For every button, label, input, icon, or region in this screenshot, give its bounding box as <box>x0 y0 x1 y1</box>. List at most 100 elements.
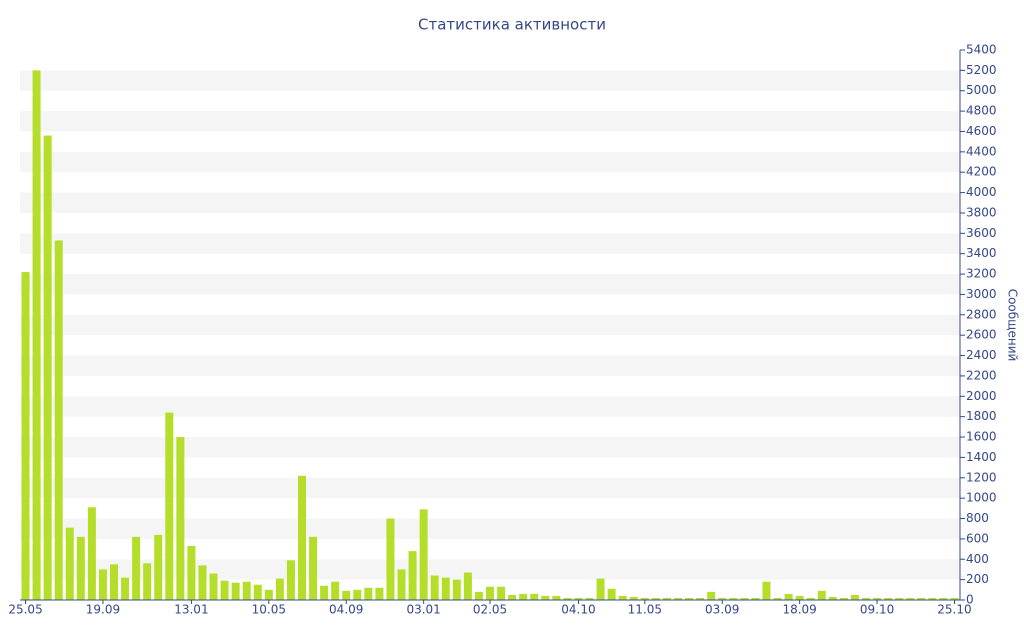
chart-title: Статистика активности <box>418 16 606 34</box>
bar <box>552 595 561 600</box>
bar <box>98 569 107 600</box>
bar <box>497 586 506 600</box>
bar <box>353 589 362 600</box>
bar <box>629 596 638 600</box>
x-tick-label: 03.09 <box>705 603 739 617</box>
bar <box>850 594 859 600</box>
y-tick-label: 1600 <box>966 430 997 444</box>
bar <box>342 590 351 600</box>
bar <box>364 587 373 600</box>
y-tick-label: 2200 <box>966 368 997 382</box>
x-tick-label: 25.10 <box>937 603 971 617</box>
bar <box>895 597 904 600</box>
y-tick-label: 800 <box>966 511 989 525</box>
bar <box>165 412 174 600</box>
grid-band <box>20 192 960 213</box>
bar <box>574 597 583 600</box>
bar <box>817 590 826 600</box>
bar <box>474 591 483 600</box>
grid-band <box>20 314 960 336</box>
bar <box>43 135 52 601</box>
grid-band <box>20 70 960 91</box>
bar <box>751 597 760 600</box>
bar <box>386 518 395 600</box>
y-tick-label: 200 <box>966 572 989 586</box>
bar <box>132 536 141 600</box>
bar <box>873 597 882 600</box>
bar <box>309 536 318 600</box>
grid-band <box>20 274 960 295</box>
y-tick-label: 3200 <box>966 267 997 281</box>
bar <box>286 560 295 600</box>
grid-band <box>20 437 960 458</box>
bar <box>242 581 251 600</box>
grid-band <box>20 518 960 539</box>
bar <box>618 595 627 600</box>
grid-band <box>20 396 960 417</box>
bar <box>419 509 428 600</box>
bar <box>729 597 738 600</box>
y-tick-label: 5400 <box>966 43 997 57</box>
bar <box>176 437 185 600</box>
bar <box>508 594 517 600</box>
y-tick-label: 600 <box>966 531 989 545</box>
bar <box>231 582 240 600</box>
bar <box>441 577 450 600</box>
bar <box>674 597 682 600</box>
bar <box>530 593 539 600</box>
bar <box>839 597 848 600</box>
bar <box>762 581 771 600</box>
bar <box>408 551 417 600</box>
bar <box>430 575 439 600</box>
x-tick-label: 04.10 <box>561 603 595 617</box>
x-tick-label: 11.05 <box>628 603 662 617</box>
bar <box>452 579 461 600</box>
y-tick-label: 3600 <box>966 226 997 240</box>
bar <box>275 578 284 600</box>
x-tick-label: 04.09 <box>329 603 363 617</box>
x-tick-label: 25.05 <box>8 603 42 617</box>
bar <box>718 597 727 600</box>
bar <box>110 564 118 600</box>
bar <box>884 597 893 600</box>
y-tick-label: 1200 <box>966 470 997 484</box>
bar <box>220 580 229 600</box>
bar <box>795 595 804 600</box>
bar <box>121 577 130 600</box>
bar <box>187 546 196 600</box>
bar <box>320 585 329 600</box>
bar <box>939 597 948 600</box>
y-tick-label: 2400 <box>966 348 997 362</box>
y-tick-label: 3400 <box>966 246 997 260</box>
bar <box>87 507 96 600</box>
x-tick-label: 03.01 <box>406 603 440 617</box>
y-tick-label: 5000 <box>966 83 997 97</box>
y-tick-label: 0 <box>966 593 974 607</box>
grid-band <box>20 559 960 580</box>
bar <box>917 597 926 600</box>
grid-band <box>20 151 960 173</box>
bar <box>541 595 550 600</box>
bar <box>707 591 716 600</box>
y-tick-label: 3800 <box>966 205 997 219</box>
x-tick-label: 19.09 <box>86 603 120 617</box>
y-tick-label: 400 <box>966 552 989 566</box>
bar <box>154 534 163 600</box>
y-tick-label: 1400 <box>966 450 997 464</box>
bar <box>331 581 340 600</box>
bar <box>928 597 937 600</box>
y-tick-label: 2800 <box>966 307 997 321</box>
y-tick-label: 1000 <box>966 491 997 505</box>
y-tick-label: 5200 <box>966 63 997 77</box>
bar <box>607 588 616 600</box>
bar <box>32 70 41 601</box>
bar <box>397 569 406 600</box>
y-tick-label: 4800 <box>966 104 997 118</box>
grid-band <box>20 111 960 132</box>
y-tick-label: 3000 <box>966 287 997 301</box>
bar <box>198 565 207 600</box>
bar <box>519 593 528 600</box>
y-tick-label: 2600 <box>966 328 997 342</box>
bar <box>906 597 915 600</box>
